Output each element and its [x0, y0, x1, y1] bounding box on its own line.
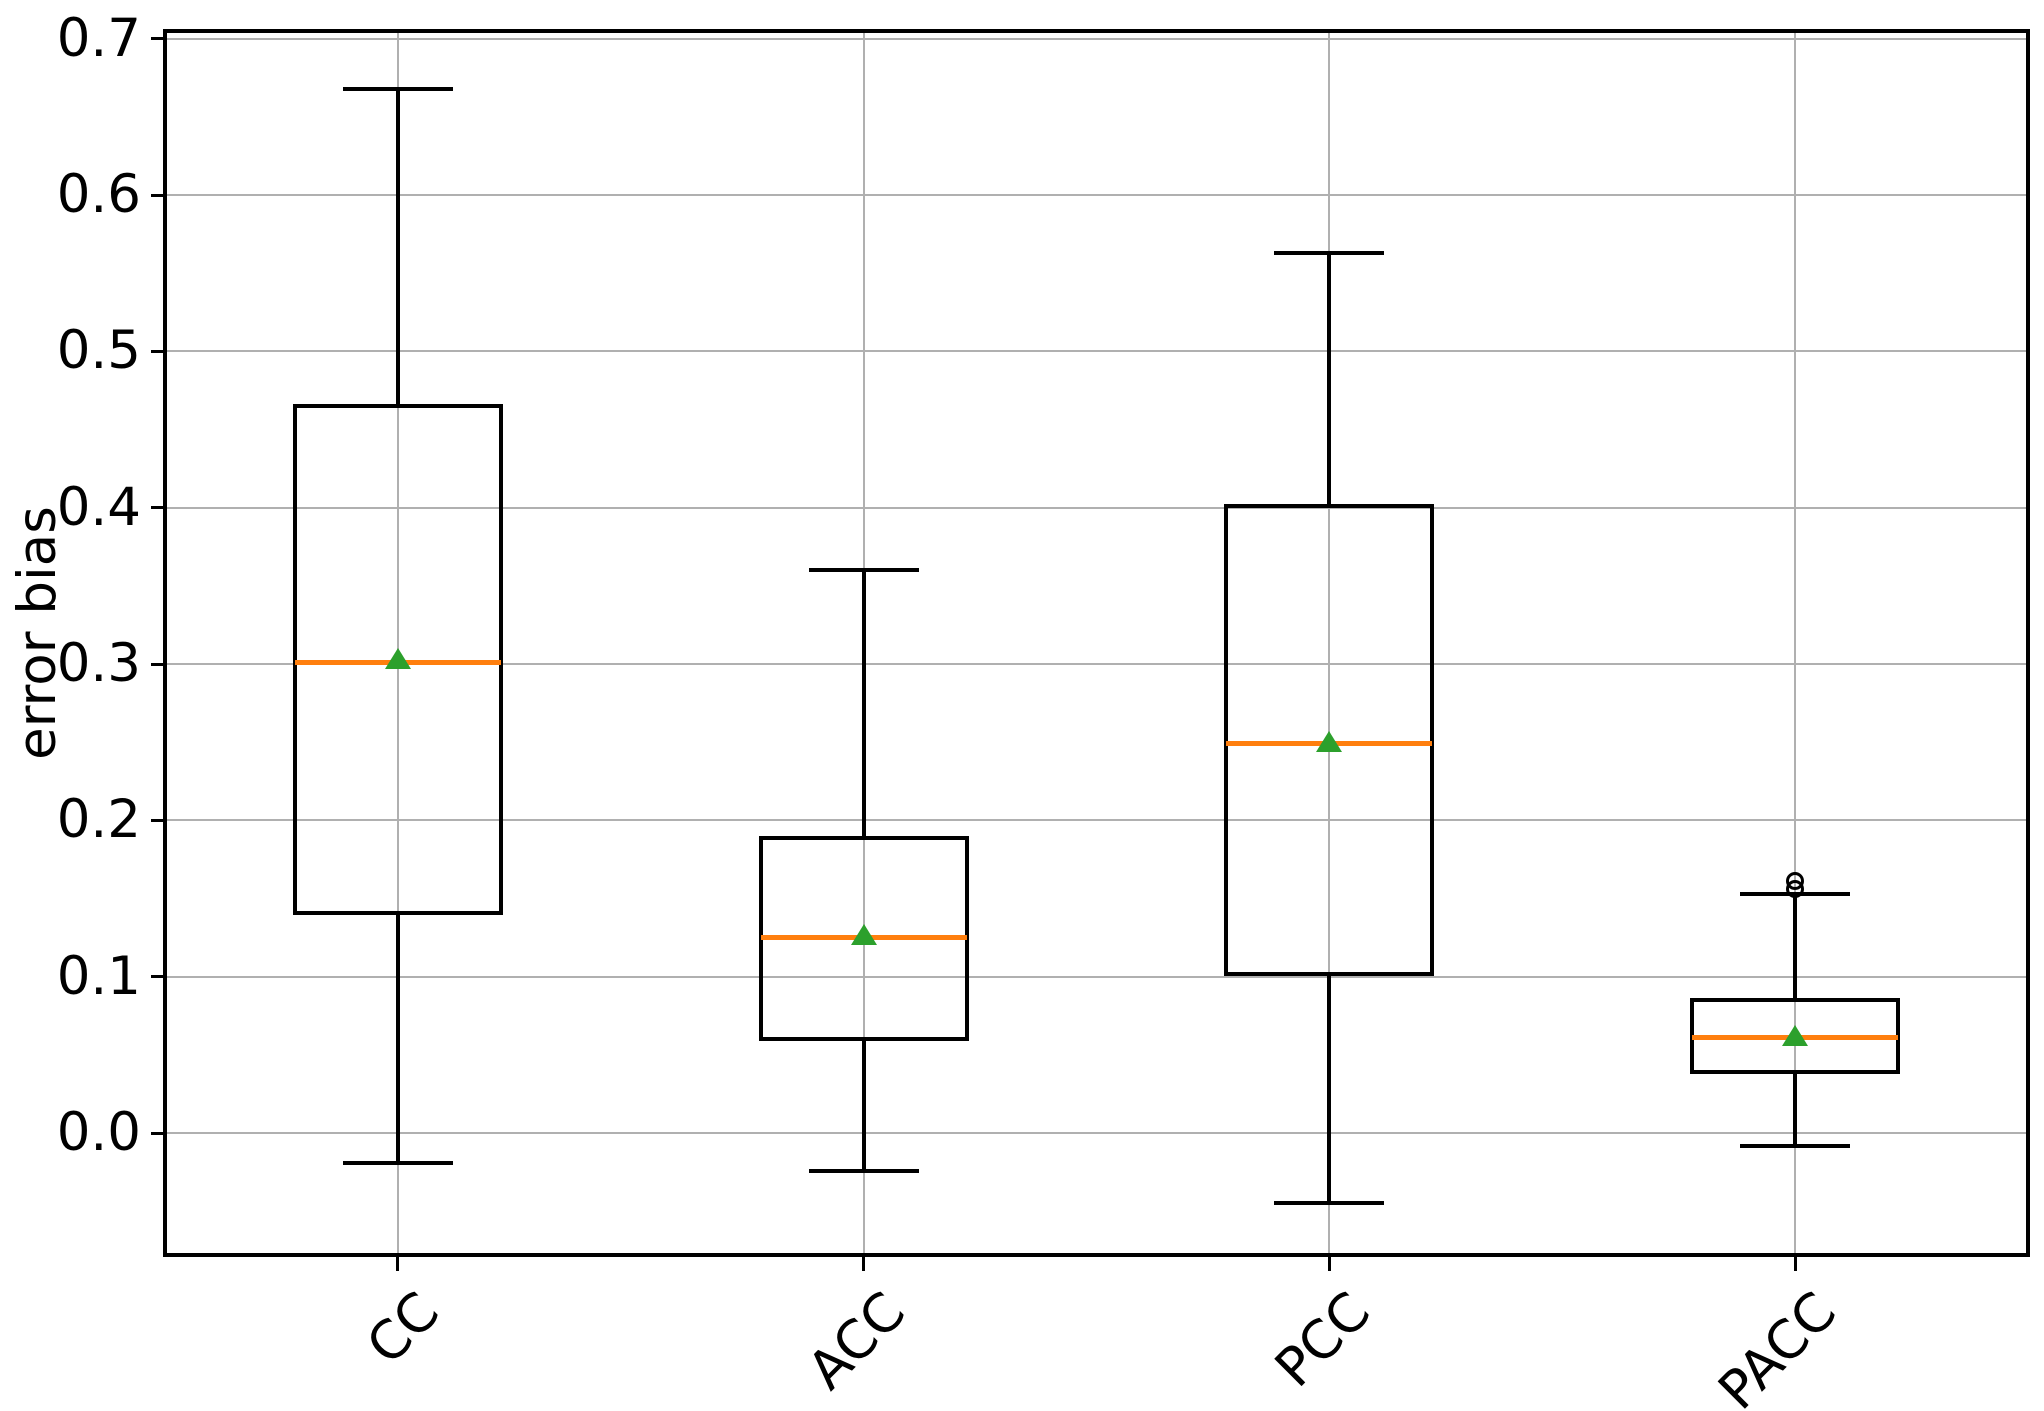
lower-whisker	[861, 1039, 866, 1171]
y-tick-label: 0.2	[56, 789, 141, 851]
y-tick-label: 0.5	[56, 320, 141, 382]
y-tick	[151, 37, 163, 41]
x-tick-label: ACC	[796, 1280, 917, 1402]
y-tick	[151, 662, 163, 666]
boxplot-box	[292, 404, 503, 915]
mean-marker	[850, 923, 877, 945]
v-gridline	[1328, 31, 1331, 1255]
y-tick	[151, 975, 163, 979]
h-gridline	[165, 37, 2028, 40]
h-gridline	[165, 819, 2028, 822]
lower-whisker	[1793, 1072, 1798, 1146]
y-tick	[151, 349, 163, 353]
mean-marker	[384, 648, 411, 670]
v-gridline	[396, 31, 399, 1255]
y-tick-label: 0.1	[56, 945, 141, 1007]
upper-whisker	[1793, 893, 1798, 1001]
x-tick-label: CC	[355, 1280, 451, 1377]
h-gridline	[165, 975, 2028, 978]
h-gridline	[165, 506, 2028, 509]
boxplot-box	[1224, 504, 1435, 976]
outlier-point	[1786, 872, 1805, 891]
y-tick-label: 0.0	[56, 1102, 141, 1164]
y-tick	[151, 506, 163, 510]
upper-whisker-cap	[1274, 250, 1385, 255]
upper-whisker	[395, 88, 400, 407]
plot-border	[163, 29, 2030, 1257]
y-tick	[151, 818, 163, 822]
x-tick	[396, 1257, 400, 1271]
lower-whisker-cap	[1740, 1143, 1851, 1148]
mean-marker	[1782, 1025, 1809, 1047]
y-tick-label: 0.3	[56, 633, 141, 695]
lower-whisker	[1327, 973, 1332, 1204]
upper-whisker	[861, 570, 866, 838]
x-tick-label: PACC	[1707, 1280, 1849, 1411]
upper-whisker-cap	[808, 568, 919, 573]
lower-whisker-cap	[1274, 1201, 1385, 1206]
h-gridline	[165, 350, 2028, 353]
upper-whisker-cap	[342, 86, 453, 91]
y-tick-label: 0.4	[56, 476, 141, 538]
x-tick	[862, 1257, 866, 1271]
x-tick	[1327, 1257, 1331, 1271]
y-tick-label: 0.7	[56, 7, 141, 69]
h-gridline	[165, 663, 2028, 666]
y-tick-label: 0.6	[56, 164, 141, 226]
lower-whisker-cap	[808, 1168, 919, 1173]
h-gridline	[165, 194, 2028, 197]
upper-whisker	[1327, 252, 1332, 507]
mean-marker	[1316, 731, 1343, 753]
lower-whisker-cap	[342, 1160, 453, 1165]
y-tick	[151, 1131, 163, 1135]
v-gridline	[1794, 31, 1797, 1255]
y-tick	[151, 193, 163, 197]
h-gridline	[165, 1132, 2028, 1135]
x-tick-label: PCC	[1264, 1280, 1383, 1399]
lower-whisker	[395, 912, 400, 1163]
x-tick	[1793, 1257, 1797, 1271]
